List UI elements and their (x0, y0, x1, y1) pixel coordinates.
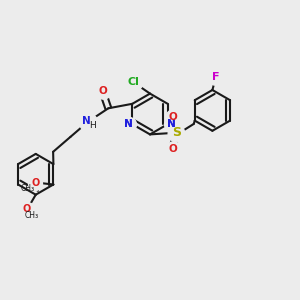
Text: F: F (212, 72, 219, 82)
Text: N: N (167, 119, 176, 129)
Text: N: N (82, 116, 91, 126)
Text: Cl: Cl (128, 77, 140, 87)
Text: N: N (124, 119, 133, 129)
Text: CH₃: CH₃ (24, 211, 38, 220)
Text: H: H (89, 121, 96, 130)
Text: O: O (31, 178, 40, 188)
Text: CH₃: CH₃ (21, 184, 35, 193)
Text: N: N (124, 119, 133, 129)
Text: N: N (167, 119, 176, 129)
Text: O: O (22, 203, 31, 214)
Text: O: O (168, 112, 177, 122)
Text: S: S (172, 126, 181, 140)
Text: O: O (168, 143, 177, 154)
Text: O: O (99, 86, 107, 97)
